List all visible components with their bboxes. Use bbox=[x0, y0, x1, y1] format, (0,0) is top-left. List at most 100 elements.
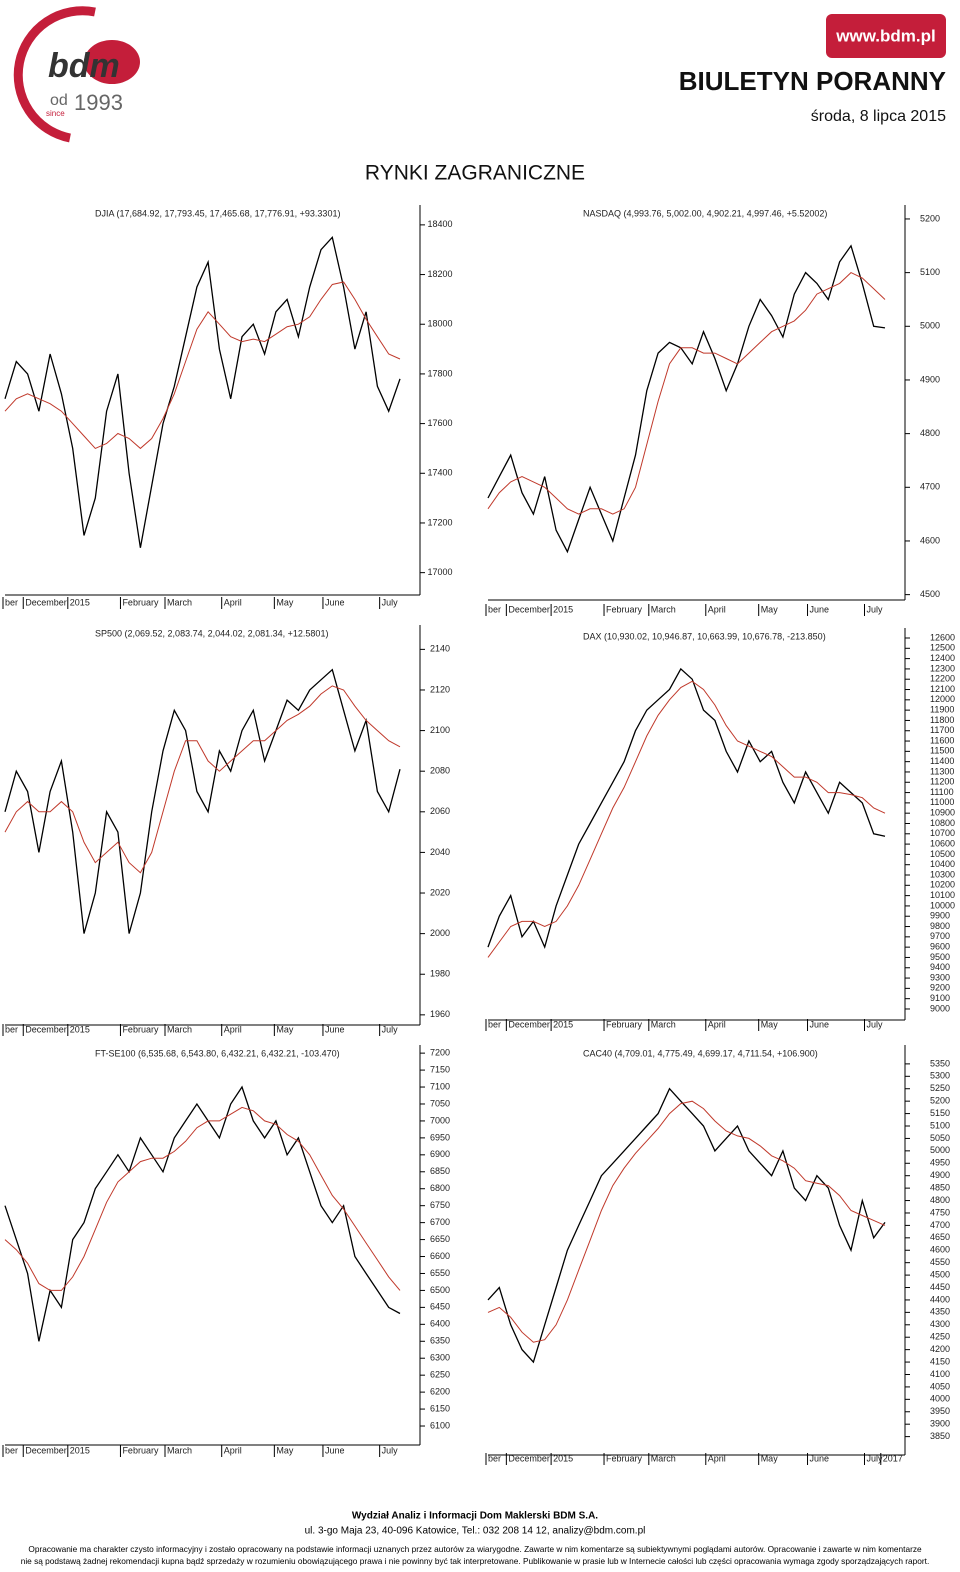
y-tick-label: 6400 bbox=[430, 1319, 450, 1329]
y-tick-label: 5200 bbox=[920, 213, 940, 223]
x-tick-label: April bbox=[708, 604, 726, 614]
y-tick-label: 12100 bbox=[930, 684, 955, 694]
x-tick-label: February bbox=[122, 597, 159, 607]
x-tick-label: ber bbox=[488, 1453, 501, 1463]
y-tick-label: 2120 bbox=[430, 684, 450, 694]
y-tick-label: 2060 bbox=[430, 806, 450, 816]
x-tick-label: June bbox=[325, 1445, 345, 1455]
x-tick-label: 2015 bbox=[553, 604, 573, 614]
y-tick-label: 5200 bbox=[930, 1096, 950, 1106]
y-tick-label: 3900 bbox=[930, 1419, 950, 1429]
y-tick-label: 10300 bbox=[930, 869, 955, 879]
bulletin-title: BIULETYN PORANNY bbox=[679, 66, 946, 96]
x-tick-label: June bbox=[810, 604, 830, 614]
y-tick-label: 5000 bbox=[920, 321, 940, 331]
moving-average bbox=[4, 685, 401, 874]
y-tick-label: 9800 bbox=[930, 921, 950, 931]
y-tick-label: 12300 bbox=[930, 663, 955, 673]
x-tick-label: May bbox=[276, 597, 294, 607]
y-tick-label: 7100 bbox=[430, 1081, 450, 1091]
y-tick-label: 6250 bbox=[430, 1370, 450, 1380]
x-tick-label: March bbox=[651, 604, 676, 614]
charts: 17000 17200 17400 17600 17800 18000 18200 18400… bbox=[2, 205, 955, 1465]
y-tick-label: 4850 bbox=[930, 1183, 950, 1193]
y-tick-label: 11300 bbox=[930, 766, 954, 776]
y-tick-label: 5100 bbox=[930, 1120, 950, 1130]
y-tick-label: 10400 bbox=[930, 859, 955, 869]
y-tick-label: 5250 bbox=[930, 1083, 950, 1093]
moving-average bbox=[487, 272, 886, 515]
x-tick-label: February bbox=[122, 1445, 159, 1455]
price-line bbox=[4, 1085, 401, 1342]
y-tick-label: 10900 bbox=[930, 808, 955, 818]
y-tick-label: 5000 bbox=[930, 1145, 950, 1155]
x-tick-label: April bbox=[708, 1453, 726, 1463]
price-line bbox=[487, 1087, 886, 1364]
y-tick-label: 4950 bbox=[930, 1158, 950, 1168]
chart-title: FT-SE100 (6,535.68, 6,543.80, 6,432.21, … bbox=[95, 1048, 340, 1058]
y-tick-label: 6450 bbox=[430, 1302, 450, 1312]
logo: bdm od since 1993 bbox=[13, 6, 140, 143]
price-line bbox=[4, 668, 401, 934]
y-tick-label: 2040 bbox=[430, 847, 450, 857]
moving-average bbox=[4, 281, 401, 450]
y-tick-label: 2100 bbox=[430, 725, 450, 735]
y-tick-label: 11500 bbox=[930, 746, 954, 756]
y-tick-label: 2000 bbox=[430, 928, 450, 938]
y-tick-label: 10200 bbox=[930, 880, 955, 890]
y-tick-label: 10500 bbox=[930, 849, 955, 859]
y-tick-label: 4600 bbox=[920, 535, 940, 545]
y-tick-label: 3850 bbox=[930, 1431, 950, 1441]
y-tick-label: 5050 bbox=[930, 1133, 950, 1143]
y-tick-label: 9200 bbox=[930, 983, 950, 993]
y-tick-label: 17200 bbox=[427, 517, 452, 527]
x-tick-label: May bbox=[276, 1024, 294, 1034]
y-tick-label: 4000 bbox=[930, 1394, 950, 1404]
y-tick-label: 9600 bbox=[930, 942, 950, 952]
y-tick-label: 11000 bbox=[930, 797, 954, 807]
x-tick-label: June bbox=[810, 1019, 830, 1029]
y-tick-label: 18400 bbox=[427, 219, 452, 229]
y-tick-label: 7150 bbox=[430, 1064, 450, 1074]
price-line bbox=[4, 235, 401, 548]
y-tick-label: 18200 bbox=[427, 269, 452, 279]
x-tick-label: March bbox=[167, 1024, 192, 1034]
y-tick-label: 17800 bbox=[427, 368, 452, 378]
y-tick-label: 6300 bbox=[430, 1353, 450, 1363]
x-tick-label: December bbox=[25, 1024, 67, 1034]
x-tick-label: April bbox=[708, 1019, 726, 1029]
y-tick-label: 4900 bbox=[930, 1170, 950, 1180]
x-tick-label: May bbox=[276, 1445, 294, 1455]
x-tick-label: March bbox=[167, 1445, 192, 1455]
x-tick-label: 2017 bbox=[883, 1453, 903, 1463]
footer-line: Wydział Analiz i Informacji Dom Maklersk… bbox=[352, 1511, 598, 1522]
disclaimer: Opracowanie ma charakter czysto informac… bbox=[28, 1544, 922, 1554]
y-tick-label: 2020 bbox=[430, 887, 450, 897]
y-tick-label: 9900 bbox=[930, 911, 950, 921]
x-tick-label: June bbox=[325, 1024, 345, 1034]
y-tick-label: 4200 bbox=[930, 1344, 950, 1354]
y-tick-label: 6800 bbox=[430, 1183, 450, 1193]
y-tick-label: 6850 bbox=[430, 1166, 450, 1176]
y-tick-label: 9400 bbox=[930, 962, 950, 972]
chart-title: NASDAQ (4,993.76, 5,002.00, 4,902.21, 4,… bbox=[583, 208, 827, 218]
x-tick-label: 2015 bbox=[70, 1024, 90, 1034]
y-tick-label: 10600 bbox=[930, 838, 955, 848]
y-tick-label: 6550 bbox=[430, 1268, 450, 1278]
x-tick-label: December bbox=[508, 1453, 550, 1463]
y-tick-label: 4150 bbox=[930, 1356, 950, 1366]
x-tick-label: December bbox=[25, 597, 67, 607]
y-tick-label: 5300 bbox=[930, 1071, 950, 1081]
y-tick-label: 9000 bbox=[930, 1003, 950, 1013]
y-tick-label: 4800 bbox=[930, 1195, 950, 1205]
x-tick-label: March bbox=[167, 597, 192, 607]
x-tick-label: ber bbox=[488, 1019, 501, 1029]
x-tick-label: ber bbox=[5, 597, 18, 607]
x-tick-label: February bbox=[606, 604, 643, 614]
x-tick-label: May bbox=[761, 1019, 779, 1029]
url: www.bdm.pl bbox=[835, 26, 935, 45]
url-badge bbox=[826, 14, 946, 58]
y-tick-label: 11600 bbox=[930, 735, 954, 745]
x-tick-label: ber bbox=[5, 1024, 18, 1034]
logo-arc bbox=[13, 6, 96, 143]
